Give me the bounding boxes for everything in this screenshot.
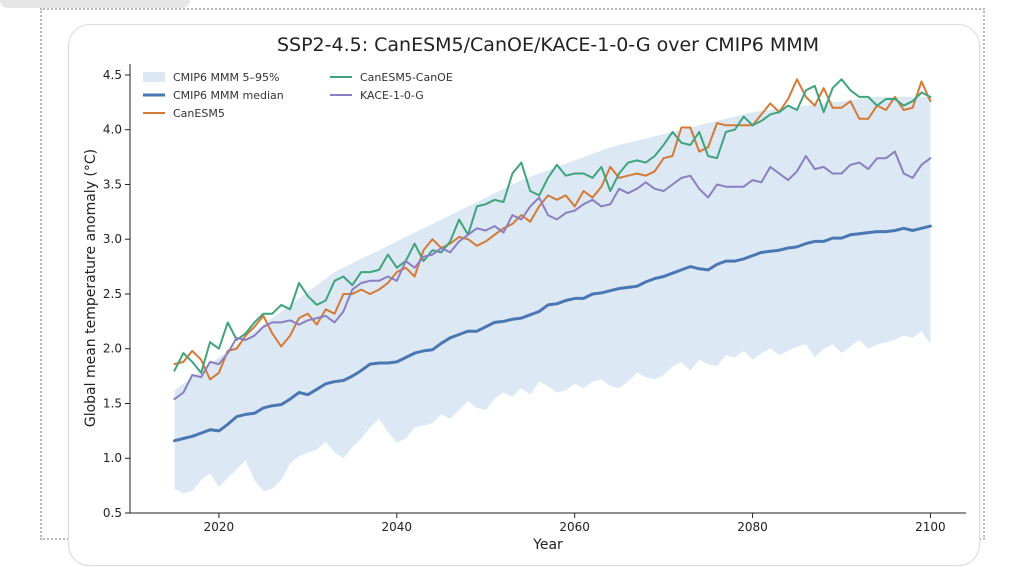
series-line-2 [173,78,932,374]
legend-label: CanESM5 [173,107,225,120]
x-tick-label: 2020 [204,520,235,534]
x-axis-label: Year [532,537,563,553]
legend-label: CanESM5-CanOE [360,71,453,84]
series-line-0 [173,224,932,443]
y-tick-label: 4.5 [103,68,122,82]
y-tick-label: 1.0 [103,451,122,465]
top-tab-decoration [0,0,190,8]
series-line-3 [173,150,932,401]
legend-label: CMIP6 MMM 5–95% [173,71,279,84]
y-axis-label: Global mean temperature anomaly (°C) [83,149,99,427]
y-tick-label: 0.5 [103,506,122,520]
legend-label: KACE-1-0-G [360,89,424,102]
x-tick-label: 2040 [382,520,413,534]
chart-title: SSP2-4.5: CanESM5/CanOE/KACE-1-0-G over … [277,34,819,56]
x-tick-label: 2080 [737,520,768,534]
y-tick-label: 1.5 [103,396,122,410]
y-tick-label: 3.5 [103,177,122,191]
y-tick-label: 3.0 [103,232,122,246]
y-tick-label: 4.0 [103,123,122,137]
x-tick-label: 2060 [559,520,590,534]
y-tick-label: 2.5 [103,287,122,301]
legend-swatch [143,72,165,82]
x-tick-label: 2100 [915,520,946,534]
band-5-95 [174,96,931,494]
legend-label: CMIP6 MMM median [173,89,284,102]
y-tick-label: 2.0 [103,342,122,356]
